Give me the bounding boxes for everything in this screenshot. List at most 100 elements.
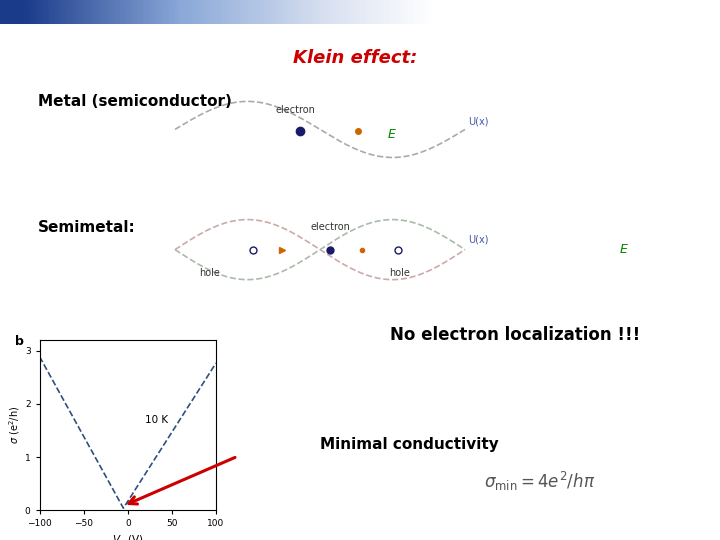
Bar	[24, 0, 27, 24]
Bar	[29, 0, 32, 24]
Bar	[569, 0, 572, 24]
Bar	[444, 0, 447, 24]
Bar	[132, 0, 135, 24]
Bar	[96, 0, 99, 24]
Bar	[348, 0, 351, 24]
Bar	[161, 0, 163, 24]
Bar	[27, 0, 30, 24]
Text: Klein effect:: Klein effect:	[293, 49, 417, 68]
Bar	[607, 0, 610, 24]
Bar	[430, 0, 433, 24]
Bar	[43, 0, 46, 24]
Bar	[0, 11, 14, 24]
Text: Minimal conductivity: Minimal conductivity	[320, 437, 499, 453]
Bar	[547, 0, 550, 24]
Bar	[463, 0, 466, 24]
Bar	[353, 0, 356, 24]
Bar	[189, 0, 192, 24]
Bar	[322, 0, 325, 24]
Bar	[487, 0, 490, 24]
Bar	[657, 0, 660, 24]
Bar	[31, 0, 34, 24]
Bar	[86, 0, 89, 24]
Bar	[178, 0, 181, 24]
Bar	[211, 0, 214, 24]
Bar	[63, 0, 66, 24]
Bar	[646, 0, 649, 24]
Bar	[578, 0, 581, 24]
Bar	[415, 0, 418, 24]
Bar	[2, 0, 5, 24]
Bar	[574, 0, 577, 24]
Bar	[214, 0, 217, 24]
Bar	[456, 0, 459, 24]
Bar	[641, 0, 644, 24]
Bar	[485, 0, 487, 24]
Bar	[108, 0, 111, 24]
Bar	[135, 0, 138, 24]
Bar	[194, 0, 197, 24]
Bar	[38, 0, 41, 24]
Text: electron: electron	[310, 221, 350, 232]
Bar	[153, 0, 156, 24]
Bar	[403, 0, 406, 24]
Bar	[542, 0, 545, 24]
Bar	[516, 0, 519, 24]
Bar	[187, 0, 190, 24]
Bar	[369, 0, 372, 24]
Bar	[77, 0, 80, 24]
Bar	[158, 0, 161, 24]
Bar	[477, 0, 480, 24]
Bar	[252, 0, 255, 24]
Bar	[559, 0, 562, 24]
Bar	[410, 0, 413, 24]
Bar	[55, 0, 58, 24]
Bar	[307, 0, 310, 24]
Bar	[585, 0, 588, 24]
Bar	[650, 0, 653, 24]
Bar	[576, 0, 579, 24]
Bar	[182, 0, 185, 24]
Bar	[122, 0, 125, 24]
Bar	[567, 0, 570, 24]
Bar	[120, 0, 123, 24]
Text: Metal (semiconductor): Metal (semiconductor)	[38, 94, 232, 110]
Text: hole: hole	[199, 268, 220, 278]
Text: U(x): U(x)	[468, 234, 488, 245]
Bar	[168, 0, 171, 24]
Bar	[271, 0, 274, 24]
Bar	[365, 0, 368, 24]
Bar	[497, 0, 500, 24]
Bar	[425, 0, 428, 24]
Bar	[408, 0, 411, 24]
Bar	[502, 0, 505, 24]
Bar	[254, 0, 257, 24]
Bar	[531, 0, 534, 24]
Bar	[336, 0, 339, 24]
Text: electron: electron	[275, 105, 315, 116]
Bar	[50, 0, 53, 24]
Bar	[557, 0, 559, 24]
Bar	[139, 0, 142, 24]
Bar	[259, 0, 262, 24]
Bar	[245, 0, 248, 24]
Bar	[243, 0, 246, 24]
Bar	[127, 0, 130, 24]
Bar	[94, 0, 96, 24]
Bar	[377, 0, 379, 24]
Bar	[614, 0, 617, 24]
Bar	[113, 0, 116, 24]
Bar	[197, 0, 199, 24]
Bar	[235, 0, 238, 24]
Bar	[564, 0, 567, 24]
Text: E: E	[620, 243, 628, 256]
Bar	[341, 0, 343, 24]
Bar	[0, 0, 3, 24]
Bar	[67, 0, 70, 24]
Bar	[703, 0, 706, 24]
Bar	[144, 0, 147, 24]
Bar	[218, 0, 221, 24]
Bar	[7, 0, 10, 24]
Bar	[521, 0, 523, 24]
Bar	[571, 0, 574, 24]
